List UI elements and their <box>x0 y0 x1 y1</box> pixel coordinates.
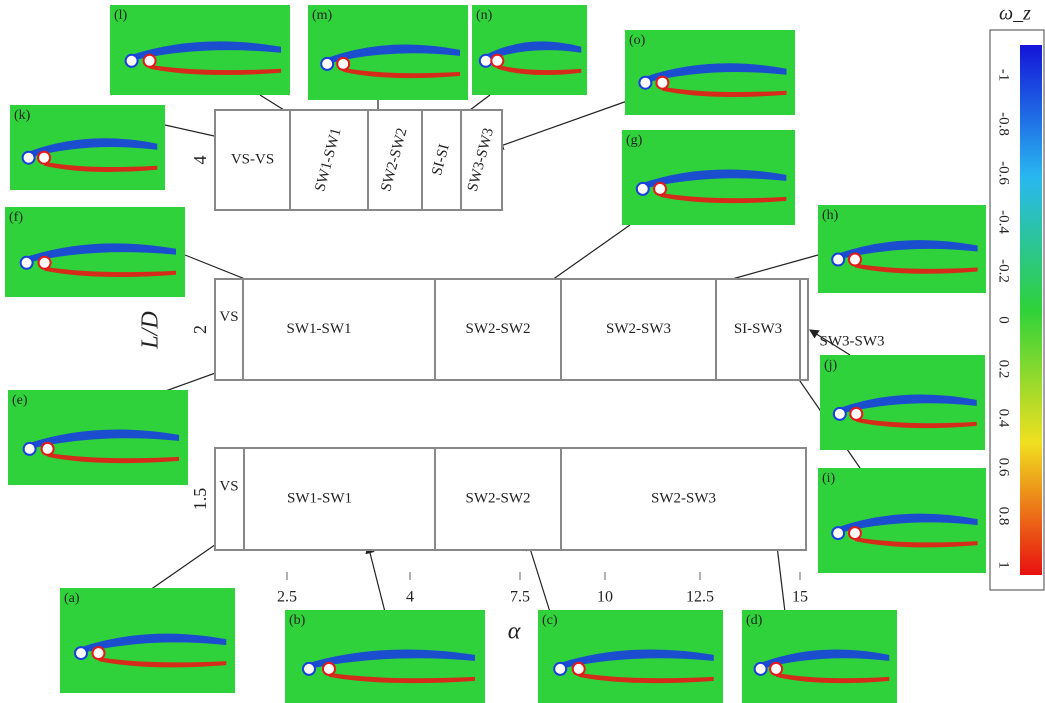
panel-label: (j) <box>824 358 838 373</box>
cylinder <box>849 527 861 539</box>
x-tick-label: 4 <box>406 589 414 606</box>
flow-snapshot: (h) <box>818 205 986 293</box>
panel-label: (k) <box>14 108 31 123</box>
cylinder <box>93 647 105 659</box>
cylinder <box>654 183 666 195</box>
panel-label: (e) <box>12 393 28 408</box>
x-tick-label: 10 <box>597 589 613 606</box>
cylinder <box>832 254 844 266</box>
colorbar <box>1020 45 1042 575</box>
regime-box <box>215 448 244 550</box>
regime-label: SW1-SW1 <box>287 321 352 337</box>
regime-label: SW2-SW2 <box>466 321 531 337</box>
colorbar-tick-label: 0.8 <box>996 507 1012 526</box>
panel-label: (b) <box>289 613 306 628</box>
cylinder <box>832 527 844 539</box>
panel-label: (n) <box>476 8 493 23</box>
panel-label: (f) <box>9 210 23 225</box>
regime-label: VS-VS <box>231 151 274 167</box>
flow-snapshot: (j) <box>820 355 985 450</box>
regime-label: SW2-SW3 <box>606 321 671 337</box>
flow-snapshot: (l) <box>110 5 290 95</box>
row-label: 4 <box>190 156 210 165</box>
colorbar-tick-label: -0.2 <box>996 259 1012 283</box>
flow-snapshot: (n) <box>472 5 587 95</box>
colorbar-tick-label: -0.6 <box>996 161 1012 185</box>
cylinder <box>303 663 315 675</box>
cylinder <box>554 663 566 675</box>
cylinder <box>75 647 87 659</box>
cylinder <box>491 55 503 67</box>
colorbar-tick-label: 0 <box>996 316 1012 324</box>
flow-snapshot: (c) <box>538 610 723 703</box>
cylinder <box>834 408 846 420</box>
cylinder <box>323 663 335 675</box>
cylinder <box>337 58 349 70</box>
regime-label: SW1-SW1 <box>287 490 352 506</box>
colorbar-tick-label: 0.6 <box>996 458 1012 477</box>
y-axis-label: L/D <box>138 311 164 349</box>
regime-box <box>215 279 243 380</box>
flow-snapshot: (k) <box>10 105 165 190</box>
panel-label: (o) <box>629 33 646 48</box>
cylinder <box>656 77 668 89</box>
cylinder <box>321 58 333 70</box>
regime-label: SW3-SW3 <box>820 333 885 349</box>
cylinder <box>38 152 50 164</box>
cylinder <box>126 55 138 67</box>
regime-label: VS <box>219 478 238 494</box>
regime-label: SI-SW3 <box>734 321 782 337</box>
cylinder <box>39 257 51 269</box>
cylinder <box>573 663 585 675</box>
cylinder <box>770 663 782 675</box>
regime-label: VS <box>219 309 238 325</box>
flow-snapshot: (g) <box>622 130 795 225</box>
colorbar-tick-label: 0.2 <box>996 360 1012 379</box>
flow-snapshot: (a) <box>60 588 235 693</box>
x-tick-label: 15 <box>792 589 808 606</box>
panel-label: (l) <box>114 8 128 23</box>
cylinder <box>144 55 156 67</box>
cylinder <box>850 408 862 420</box>
panel-label: (d) <box>746 613 763 628</box>
cylinder <box>24 443 36 455</box>
panel-label: (m) <box>312 8 333 23</box>
cylinder <box>21 257 33 269</box>
colorbar-tick-label: -0.8 <box>996 112 1012 136</box>
x-tick-label: 7.5 <box>510 589 530 606</box>
x-tick-label: 2.5 <box>277 589 297 606</box>
colorbar-tick-label: 0.4 <box>996 409 1012 428</box>
flow-snapshot: (b) <box>285 610 485 703</box>
row-label: 2 <box>190 325 210 334</box>
panel-label: (g) <box>626 133 643 148</box>
flow-snapshot: (m) <box>308 5 468 100</box>
flow-snapshot: (i) <box>818 468 986 573</box>
flow-snapshot: (d) <box>742 610 897 703</box>
colorbar-title: ω_z <box>999 3 1031 25</box>
x-axis-label: α <box>508 619 521 645</box>
cylinder <box>637 183 649 195</box>
panel-label: (a) <box>64 591 80 606</box>
colorbar-tick-label: 1 <box>996 561 1012 569</box>
flow-snapshot: (e) <box>8 390 188 485</box>
regime-box <box>800 279 808 380</box>
figure: α L/D ω_z 4VS-VSSW1-SW1SW2-SW2SI-SISW3-S… <box>0 0 1045 703</box>
row-label: 1.5 <box>190 488 210 511</box>
colorbar-tick-label: -1 <box>996 69 1012 82</box>
cylinder <box>639 77 651 89</box>
colorbar-tick-label: -0.4 <box>996 210 1012 234</box>
cylinder <box>480 55 492 67</box>
regime-label: SW2-SW3 <box>651 490 716 506</box>
panel-label: (h) <box>822 208 839 223</box>
regime-label: SW2-SW2 <box>466 490 531 506</box>
panel-label: (i) <box>822 471 836 486</box>
cylinder <box>755 663 767 675</box>
cylinder <box>849 254 861 266</box>
flow-snapshot: (f) <box>5 207 185 297</box>
x-tick-label: 12.5 <box>686 589 714 606</box>
cylinder <box>23 152 35 164</box>
cylinder <box>42 443 54 455</box>
panel-label: (c) <box>542 613 558 628</box>
flow-snapshot: (o) <box>625 30 795 115</box>
